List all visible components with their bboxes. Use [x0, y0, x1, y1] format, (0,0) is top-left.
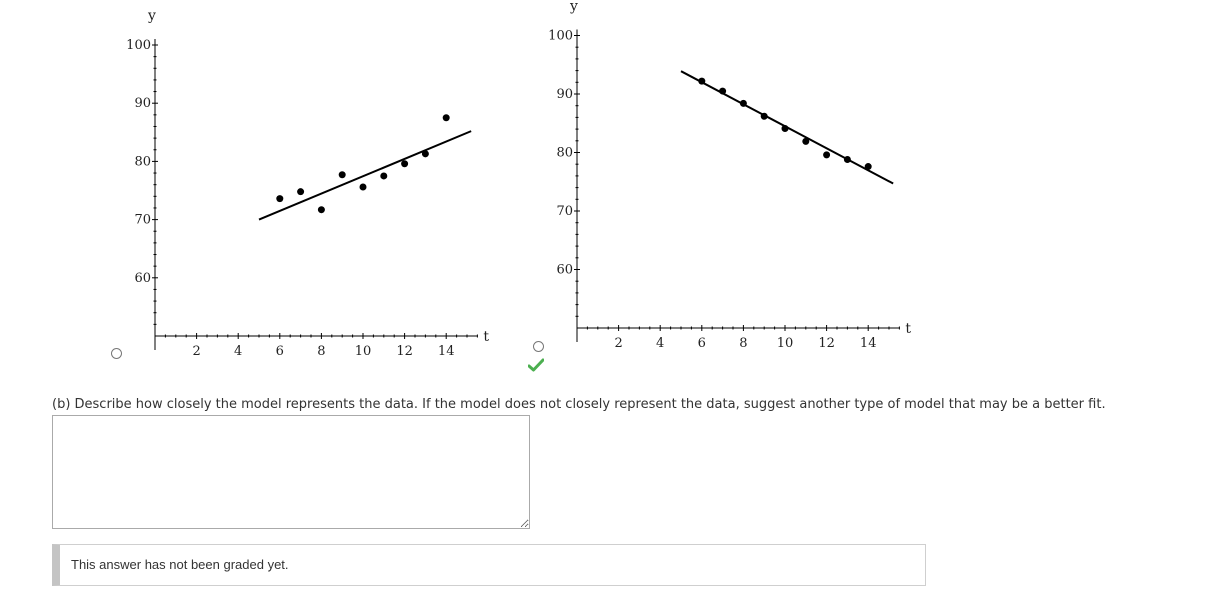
x-tick-label: 10	[355, 344, 372, 359]
grade-status-text: This answer has not been graded yet.	[71, 557, 289, 572]
x-tick-label: 6	[698, 336, 706, 351]
data-point	[421, 150, 429, 158]
data-point	[802, 137, 810, 145]
x-axis-name: t	[483, 329, 489, 345]
data-point	[276, 195, 284, 203]
x-tick-label: 6	[276, 344, 284, 359]
data-point	[823, 151, 831, 159]
y-tick-label: 60	[134, 271, 151, 286]
y-axis-name: y	[147, 8, 156, 24]
x-tick-label: 10	[777, 336, 794, 351]
fit-line	[258, 130, 472, 221]
y-tick-label: 90	[556, 87, 573, 102]
data-point	[843, 156, 851, 164]
x-tick-label: 12	[396, 344, 413, 359]
data-point	[698, 77, 706, 85]
x-tick-label: 4	[234, 344, 242, 359]
grade-status-note: This answer has not been graded yet.	[52, 544, 926, 586]
data-point	[297, 188, 305, 196]
data-point	[380, 172, 388, 180]
data-point	[338, 171, 346, 179]
chart-svg: 2 4 6 8 10 12 14 60 70 80 90 100 t y	[126, 8, 489, 359]
y-tick-label: 80	[556, 146, 573, 161]
x-tick-label: 2	[192, 344, 200, 359]
y-tick-label: 100	[126, 38, 151, 53]
x-tick-label: 14	[860, 336, 877, 351]
data-point	[401, 160, 409, 168]
data-point	[864, 163, 872, 171]
x-tick-label: 12	[818, 336, 835, 351]
data-point	[359, 183, 367, 191]
part-b-prompt: (b) Describe how closely the model repre…	[52, 397, 1106, 412]
y-tick-label: 80	[134, 154, 151, 169]
y-axis-name: y	[569, 0, 578, 15]
x-tick-label: 2	[614, 336, 622, 351]
data-point	[442, 114, 450, 122]
option-a-radio[interactable]	[111, 348, 122, 359]
data-point	[739, 99, 747, 107]
option-b-radio[interactable]	[533, 341, 544, 352]
data-point	[760, 112, 768, 120]
x-axis-name: t	[905, 321, 911, 337]
x-tick-label: 8	[739, 336, 747, 351]
data-point	[317, 206, 325, 214]
chart-svg: 2 4 6 8 10 12 14 60 70 80 90 100 t y	[548, 0, 911, 351]
y-tick-label: 90	[134, 96, 151, 111]
scatter-plot-option-a: 2 4 6 8 10 12 14 60 70 80 90 100 t y	[100, 0, 490, 365]
correct-check-icon	[528, 358, 544, 372]
scatter-plot-option-b: 2 4 6 8 10 12 14 60 70 80 90 100 t y	[522, 0, 912, 365]
x-tick-label: 14	[438, 344, 455, 359]
part-b-answer-textarea[interactable]	[52, 415, 530, 529]
y-tick-label: 60	[556, 263, 573, 278]
y-tick-label: 70	[556, 204, 573, 219]
y-tick-label: 100	[548, 29, 573, 44]
data-point	[781, 125, 789, 133]
x-tick-label: 8	[317, 344, 325, 359]
data-point	[719, 87, 727, 95]
x-tick-label: 4	[656, 336, 664, 351]
y-tick-label: 70	[134, 213, 151, 228]
